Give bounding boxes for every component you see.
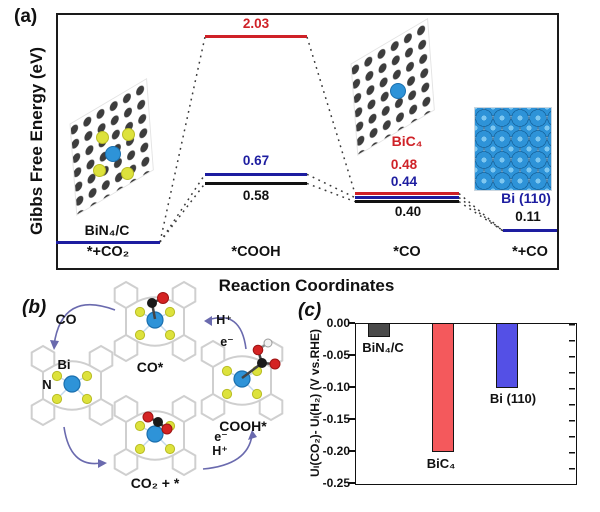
- panel-b-mechanism-cycle: (b): [0, 281, 300, 512]
- nitrogen-atom: [121, 127, 135, 141]
- bar-label-bic4: BiC₄: [426, 456, 456, 471]
- n-atom-label: N: [42, 377, 52, 392]
- y-tick-mark: [349, 450, 355, 452]
- y-tick-mark: [349, 354, 355, 356]
- inset-label-bi110: Bi (110): [501, 190, 551, 206]
- co2-adsorbed-structure: [113, 395, 197, 476]
- nitrogen-atom: [120, 166, 134, 180]
- proton-label: H⁺: [212, 444, 228, 458]
- arrowhead-icon: [98, 459, 107, 468]
- limiting-potential-bar: [496, 324, 518, 388]
- co2-adsorbed-label: CO₂ + *: [130, 475, 180, 491]
- arrowhead-icon: [204, 316, 212, 326]
- co-adsorbate: [147, 292, 169, 320]
- y-tick-label: -0.15: [322, 412, 350, 426]
- state-label-co2: *+CO₂: [86, 244, 130, 260]
- co2-adsorbate: [142, 411, 173, 435]
- electron-label: e⁻: [220, 335, 234, 349]
- nitrogen-atom: [92, 163, 106, 177]
- y-tick-mark: [349, 482, 355, 484]
- electron-label: e⁻: [214, 430, 228, 444]
- panel-a-energy-diagram: (a) Gibbs Free Energy (eV) 2.03 0.67 0.5…: [14, 6, 559, 295]
- state-label-coF: *+CO: [512, 244, 548, 260]
- arrowhead-icon: [50, 340, 59, 350]
- cooh-adsorbed-label: COOH*: [219, 418, 267, 434]
- energy-value-final: 0.11: [515, 209, 541, 224]
- y-tick-mark: [349, 322, 355, 324]
- bi110-crystal-inset: [474, 107, 552, 191]
- panel-b-label: (b): [22, 297, 47, 318]
- bar-label-bi110: Bi (110): [489, 391, 537, 406]
- panel-c-y-axis-label: Uₗ(CO₂)- Uₗ(H₂) (V vs.RHE): [308, 329, 322, 477]
- co-adsorbed-structure: [113, 281, 197, 362]
- panel-a-label: (a): [14, 6, 38, 27]
- proton-label: H⁺: [216, 313, 232, 327]
- y-tick-label: -0.10: [322, 380, 350, 394]
- energy-value-co-bi110: 0.44: [390, 174, 418, 189]
- y-tick-mark: [349, 418, 355, 420]
- energy-value-cooh-bi110: 0.67: [242, 153, 270, 168]
- energy-value-co-bic4: 0.48: [390, 157, 418, 172]
- cooh-adsorbate: [241, 338, 281, 379]
- energy-value-cooh-bin4c: 0.58: [242, 188, 270, 203]
- limiting-potential-bar: [432, 324, 454, 452]
- y-tick-mark: [349, 386, 355, 388]
- state-label-cooh: *COOH: [231, 244, 281, 260]
- energy-value-cooh-bic4: 2.03: [242, 16, 270, 31]
- inset-label-bic4: BiC₄: [391, 133, 423, 149]
- nitrogen-atom: [95, 130, 109, 144]
- panel-a-y-axis-label: Gibbs Free Energy (eV): [27, 47, 46, 235]
- energy-value-co-bin4c: 0.40: [394, 204, 422, 219]
- bismuth-atom: [105, 146, 121, 162]
- co-adsorbed-label: CO*: [136, 359, 164, 375]
- y-tick-label: -0.25: [322, 476, 350, 490]
- mechanism-cycle-drawing: [30, 281, 284, 476]
- bar-label-bin4c: BiN₄/C: [362, 340, 404, 355]
- panel-c-bar-chart: (c) Uₗ(CO₂)- Uₗ(H₂) (V vs.RHE) 0.00 -0.0…: [290, 295, 600, 512]
- bismuth-atom: [390, 83, 406, 99]
- right-axis-minor-ticks: [569, 324, 575, 483]
- panel-c-plot-area: [355, 323, 577, 485]
- state-label-co: *CO: [393, 244, 421, 260]
- panel-c-label: (c): [298, 300, 322, 321]
- panel-a-x-axis-label: Reaction Coordinates: [218, 276, 395, 295]
- cycle-arrows: [53, 303, 253, 470]
- released-co-label: CO: [55, 311, 77, 327]
- y-tick-label: 0.00: [326, 316, 350, 330]
- arrowhead-icon: [248, 430, 257, 440]
- bi-atom-label: Bi: [57, 357, 71, 372]
- y-tick-label: -0.05: [322, 348, 350, 362]
- cooh-adsorbed-structure: [200, 340, 284, 421]
- panel-a-plot-area: [56, 13, 559, 270]
- y-tick-label: -0.20: [322, 444, 350, 458]
- limiting-potential-bar: [368, 324, 390, 337]
- inset-label-bin4c: BiN₄/C: [84, 222, 130, 238]
